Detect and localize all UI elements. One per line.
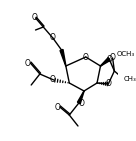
Text: O: O bbox=[54, 103, 60, 112]
Text: O: O bbox=[105, 80, 111, 89]
Text: O: O bbox=[25, 59, 31, 68]
Polygon shape bbox=[77, 91, 84, 104]
Polygon shape bbox=[101, 58, 110, 66]
Text: O: O bbox=[110, 53, 116, 62]
Text: O: O bbox=[50, 75, 56, 84]
Text: O: O bbox=[106, 55, 112, 63]
Text: O: O bbox=[50, 34, 56, 42]
Polygon shape bbox=[60, 49, 66, 66]
Text: CH₃: CH₃ bbox=[124, 76, 136, 82]
Text: O: O bbox=[83, 52, 89, 61]
Text: O: O bbox=[32, 14, 38, 23]
Text: O: O bbox=[78, 99, 84, 107]
Text: OCH₃: OCH₃ bbox=[117, 51, 135, 57]
